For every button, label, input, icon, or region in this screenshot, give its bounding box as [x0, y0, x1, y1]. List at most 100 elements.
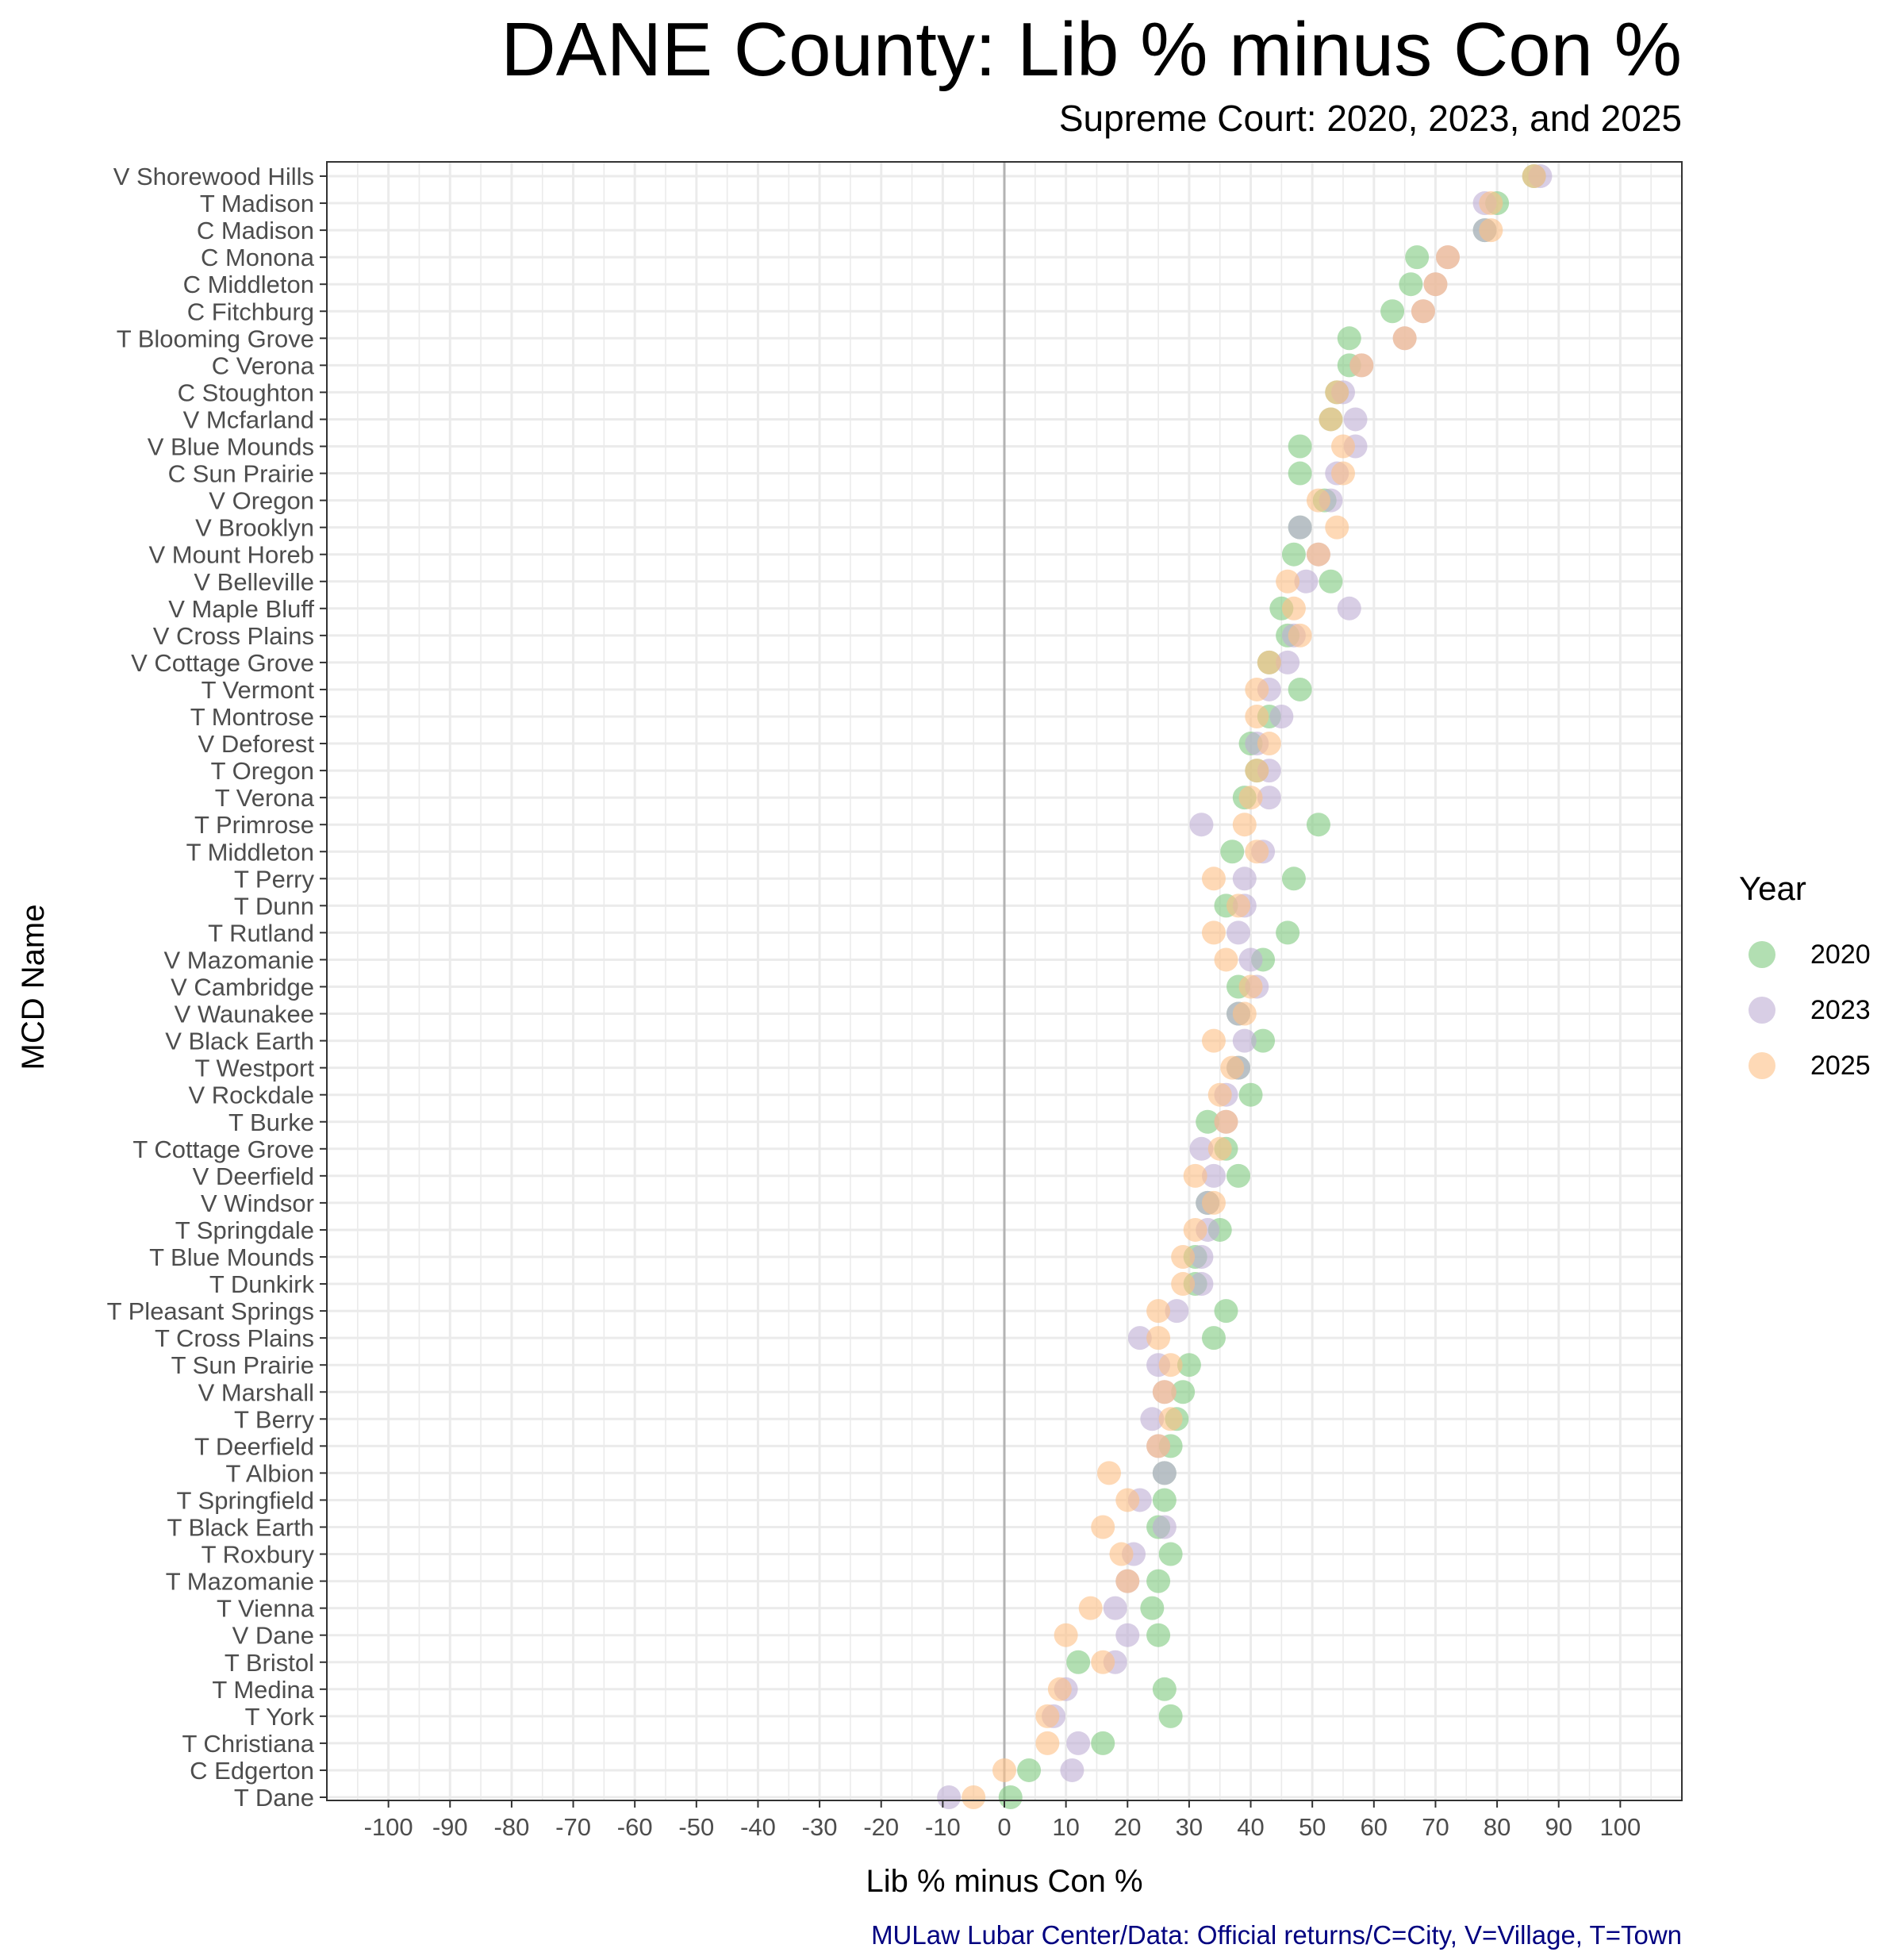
x-tick-label: 30	[1176, 1813, 1203, 1841]
point-2025	[1288, 623, 1312, 647]
point-2020	[1276, 920, 1300, 945]
y-tick-label: T Westport	[195, 1055, 315, 1082]
point-2020	[1399, 272, 1423, 297]
point-2020	[1017, 1758, 1042, 1782]
point-2023	[1232, 1028, 1257, 1053]
y-tick-label: T Black Earth	[167, 1514, 314, 1542]
point-2025	[1349, 353, 1374, 378]
point-2020	[1337, 326, 1361, 351]
point-2025	[1078, 1596, 1103, 1620]
point-2020	[1066, 1650, 1091, 1674]
point-2020	[1288, 434, 1312, 459]
point-2025	[1158, 1407, 1183, 1431]
point-2025	[1306, 542, 1330, 567]
point-2020	[1288, 461, 1312, 486]
point-2020	[1152, 1677, 1177, 1701]
point-2025	[1232, 813, 1257, 837]
point-2025	[1331, 434, 1355, 459]
y-tick-label: C Stoughton	[178, 378, 314, 406]
point-2025	[1146, 1299, 1171, 1324]
point-2025	[1091, 1650, 1115, 1674]
source-caption: MULaw Lubar Center/Data: Official return…	[871, 1920, 1682, 1950]
point-2025	[1214, 1109, 1238, 1134]
y-tick-label: C Edgerton	[190, 1757, 314, 1785]
point-2025	[1411, 299, 1435, 324]
point-2025	[1245, 705, 1269, 728]
y-tick-label: T Madison	[200, 190, 314, 217]
y-tick-label: V Cross Plains	[153, 622, 314, 650]
point-2025	[1158, 1353, 1183, 1378]
point-2025	[1276, 569, 1300, 594]
y-tick-label: T Vermont	[202, 676, 315, 704]
point-2025	[1226, 893, 1251, 918]
point-2025	[1152, 1380, 1177, 1404]
point-2020	[1146, 1623, 1171, 1647]
point-2023	[1066, 1731, 1091, 1755]
point-2023	[1257, 786, 1281, 810]
x-tick-label: -100	[364, 1813, 413, 1841]
point-2025	[1331, 461, 1355, 486]
point-2025	[1257, 732, 1281, 756]
legend-key-2020	[1749, 941, 1775, 968]
point-2025	[1115, 1569, 1140, 1593]
y-tick-label: T Mazomanie	[166, 1568, 314, 1596]
point-2025	[1479, 218, 1503, 243]
chart-title: DANE County: Lib % minus Con %	[501, 7, 1682, 92]
point-2023	[1152, 1515, 1177, 1539]
point-2023	[1152, 1461, 1177, 1485]
point-2025	[1238, 974, 1263, 999]
y-tick-label: T Roxbury	[202, 1541, 315, 1569]
y-tick-label: T Oregon	[211, 757, 314, 785]
point-2020	[1226, 1163, 1251, 1188]
point-2023	[1269, 705, 1294, 728]
point-2025	[1201, 920, 1226, 945]
x-tick-label: -20	[863, 1813, 899, 1841]
y-tick-label: C Verona	[212, 352, 315, 379]
y-tick-label: V Brooklyn	[195, 514, 314, 542]
y-axis-title: MCD Name	[16, 905, 51, 1070]
y-tick-label: C Madison	[197, 217, 314, 244]
point-2025	[1214, 947, 1238, 972]
point-2020	[1201, 1326, 1226, 1351]
point-2025	[1245, 677, 1269, 701]
point-2020	[1214, 1299, 1238, 1324]
y-tick-label: V Dane	[232, 1622, 314, 1650]
y-tick-label: V Cambridge	[171, 974, 314, 1001]
point-2025	[1054, 1623, 1078, 1647]
x-tick-label: 0	[997, 1813, 1011, 1841]
legend-item-2025: 2025	[1739, 1038, 1871, 1093]
x-tick-label: 90	[1545, 1813, 1572, 1841]
y-tick-label: V Rockdale	[188, 1082, 314, 1109]
point-2023	[1189, 1245, 1214, 1269]
point-2020	[1140, 1596, 1165, 1620]
y-tick-label: V Mount Horeb	[149, 541, 315, 569]
point-2025	[1423, 272, 1448, 297]
legend: Year 2020 2023 2025	[1739, 870, 1871, 1093]
point-2025	[1207, 1082, 1232, 1107]
y-tick-label: T York	[245, 1703, 315, 1731]
y-tick-label: T Blooming Grove	[117, 325, 314, 352]
point-2023	[937, 1785, 962, 1809]
point-2020	[998, 1785, 1023, 1809]
legend-key-2023	[1749, 997, 1775, 1024]
point-2023	[1226, 920, 1251, 945]
y-tick-label: C Fitchburg	[187, 298, 314, 325]
point-2023	[1232, 866, 1257, 891]
y-tick-label: V Waunakee	[175, 1001, 314, 1028]
point-2023	[1140, 1407, 1165, 1431]
point-2025	[1201, 1190, 1226, 1215]
data-points	[937, 164, 1553, 1809]
y-tick-label: V Cottage Grove	[131, 649, 314, 677]
point-2023	[1060, 1758, 1084, 1782]
point-2025	[1146, 1434, 1171, 1458]
point-2023	[1238, 947, 1263, 972]
point-2023	[1165, 1299, 1189, 1324]
point-2023	[1127, 1326, 1152, 1351]
y-tick-label: T Dunn	[234, 892, 314, 920]
x-tick-label: -70	[555, 1813, 591, 1841]
point-2020	[1306, 813, 1330, 837]
point-2023	[1288, 515, 1312, 540]
point-2025	[1319, 407, 1343, 432]
point-2020	[1281, 542, 1306, 567]
point-2025	[1183, 1163, 1207, 1188]
